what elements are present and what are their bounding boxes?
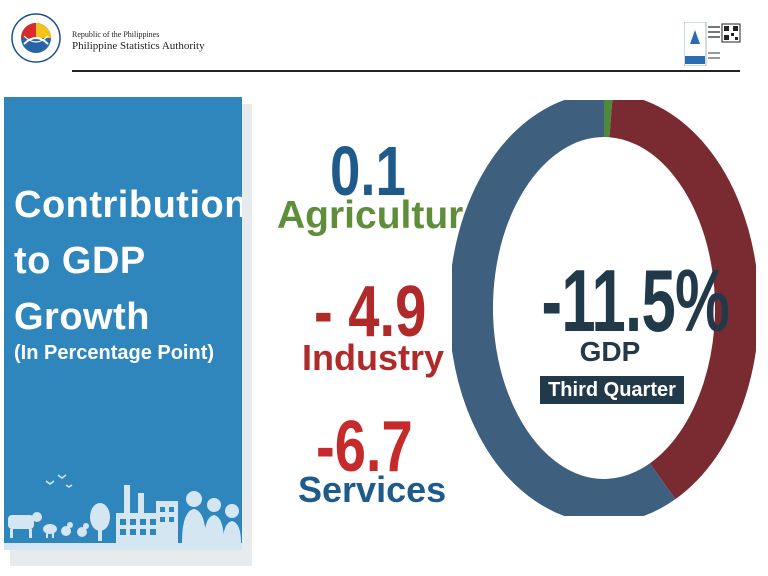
quarter-badge: Third Quarter [540, 376, 684, 404]
donut-slice-services [452, 100, 676, 516]
certification-icon [684, 22, 741, 66]
header-rule [72, 70, 740, 72]
services-label: Services [298, 469, 447, 510]
industry-value: - 4.9 [314, 272, 427, 352]
title-line: Growth [14, 296, 150, 338]
title-panel: Contribution to GDP Growth (In Percentag… [4, 97, 242, 550]
title-line: Contribution [14, 184, 242, 226]
agency-text: Philippine Statistics Authority [72, 40, 205, 52]
industry-label: Industry [302, 337, 445, 378]
services-value: -6.7 [316, 407, 413, 487]
gdp-growth-value: -11.5% [541, 251, 730, 350]
header: Republic of the Philippines Philippine S… [0, 0, 768, 76]
panel-subtitle: (In Percentage Point) [14, 342, 215, 364]
gdp-label: GDP [579, 336, 641, 367]
agriculture-label: Agriculture [277, 194, 486, 237]
psa-logo-icon [11, 13, 61, 63]
agency-name: Republic of the Philippines Philippine S… [72, 30, 205, 53]
title-line: to GDP [14, 240, 146, 282]
gdp-donut-chart [452, 100, 756, 516]
economy-sectors-illustration [4, 474, 242, 550]
republic-text: Republic of the Philippines [72, 30, 160, 39]
panel-title: Contribution to GDP Growth [14, 177, 242, 345]
agriculture-value: 0.1 [330, 132, 406, 210]
donut-slice-industry [608, 100, 756, 500]
